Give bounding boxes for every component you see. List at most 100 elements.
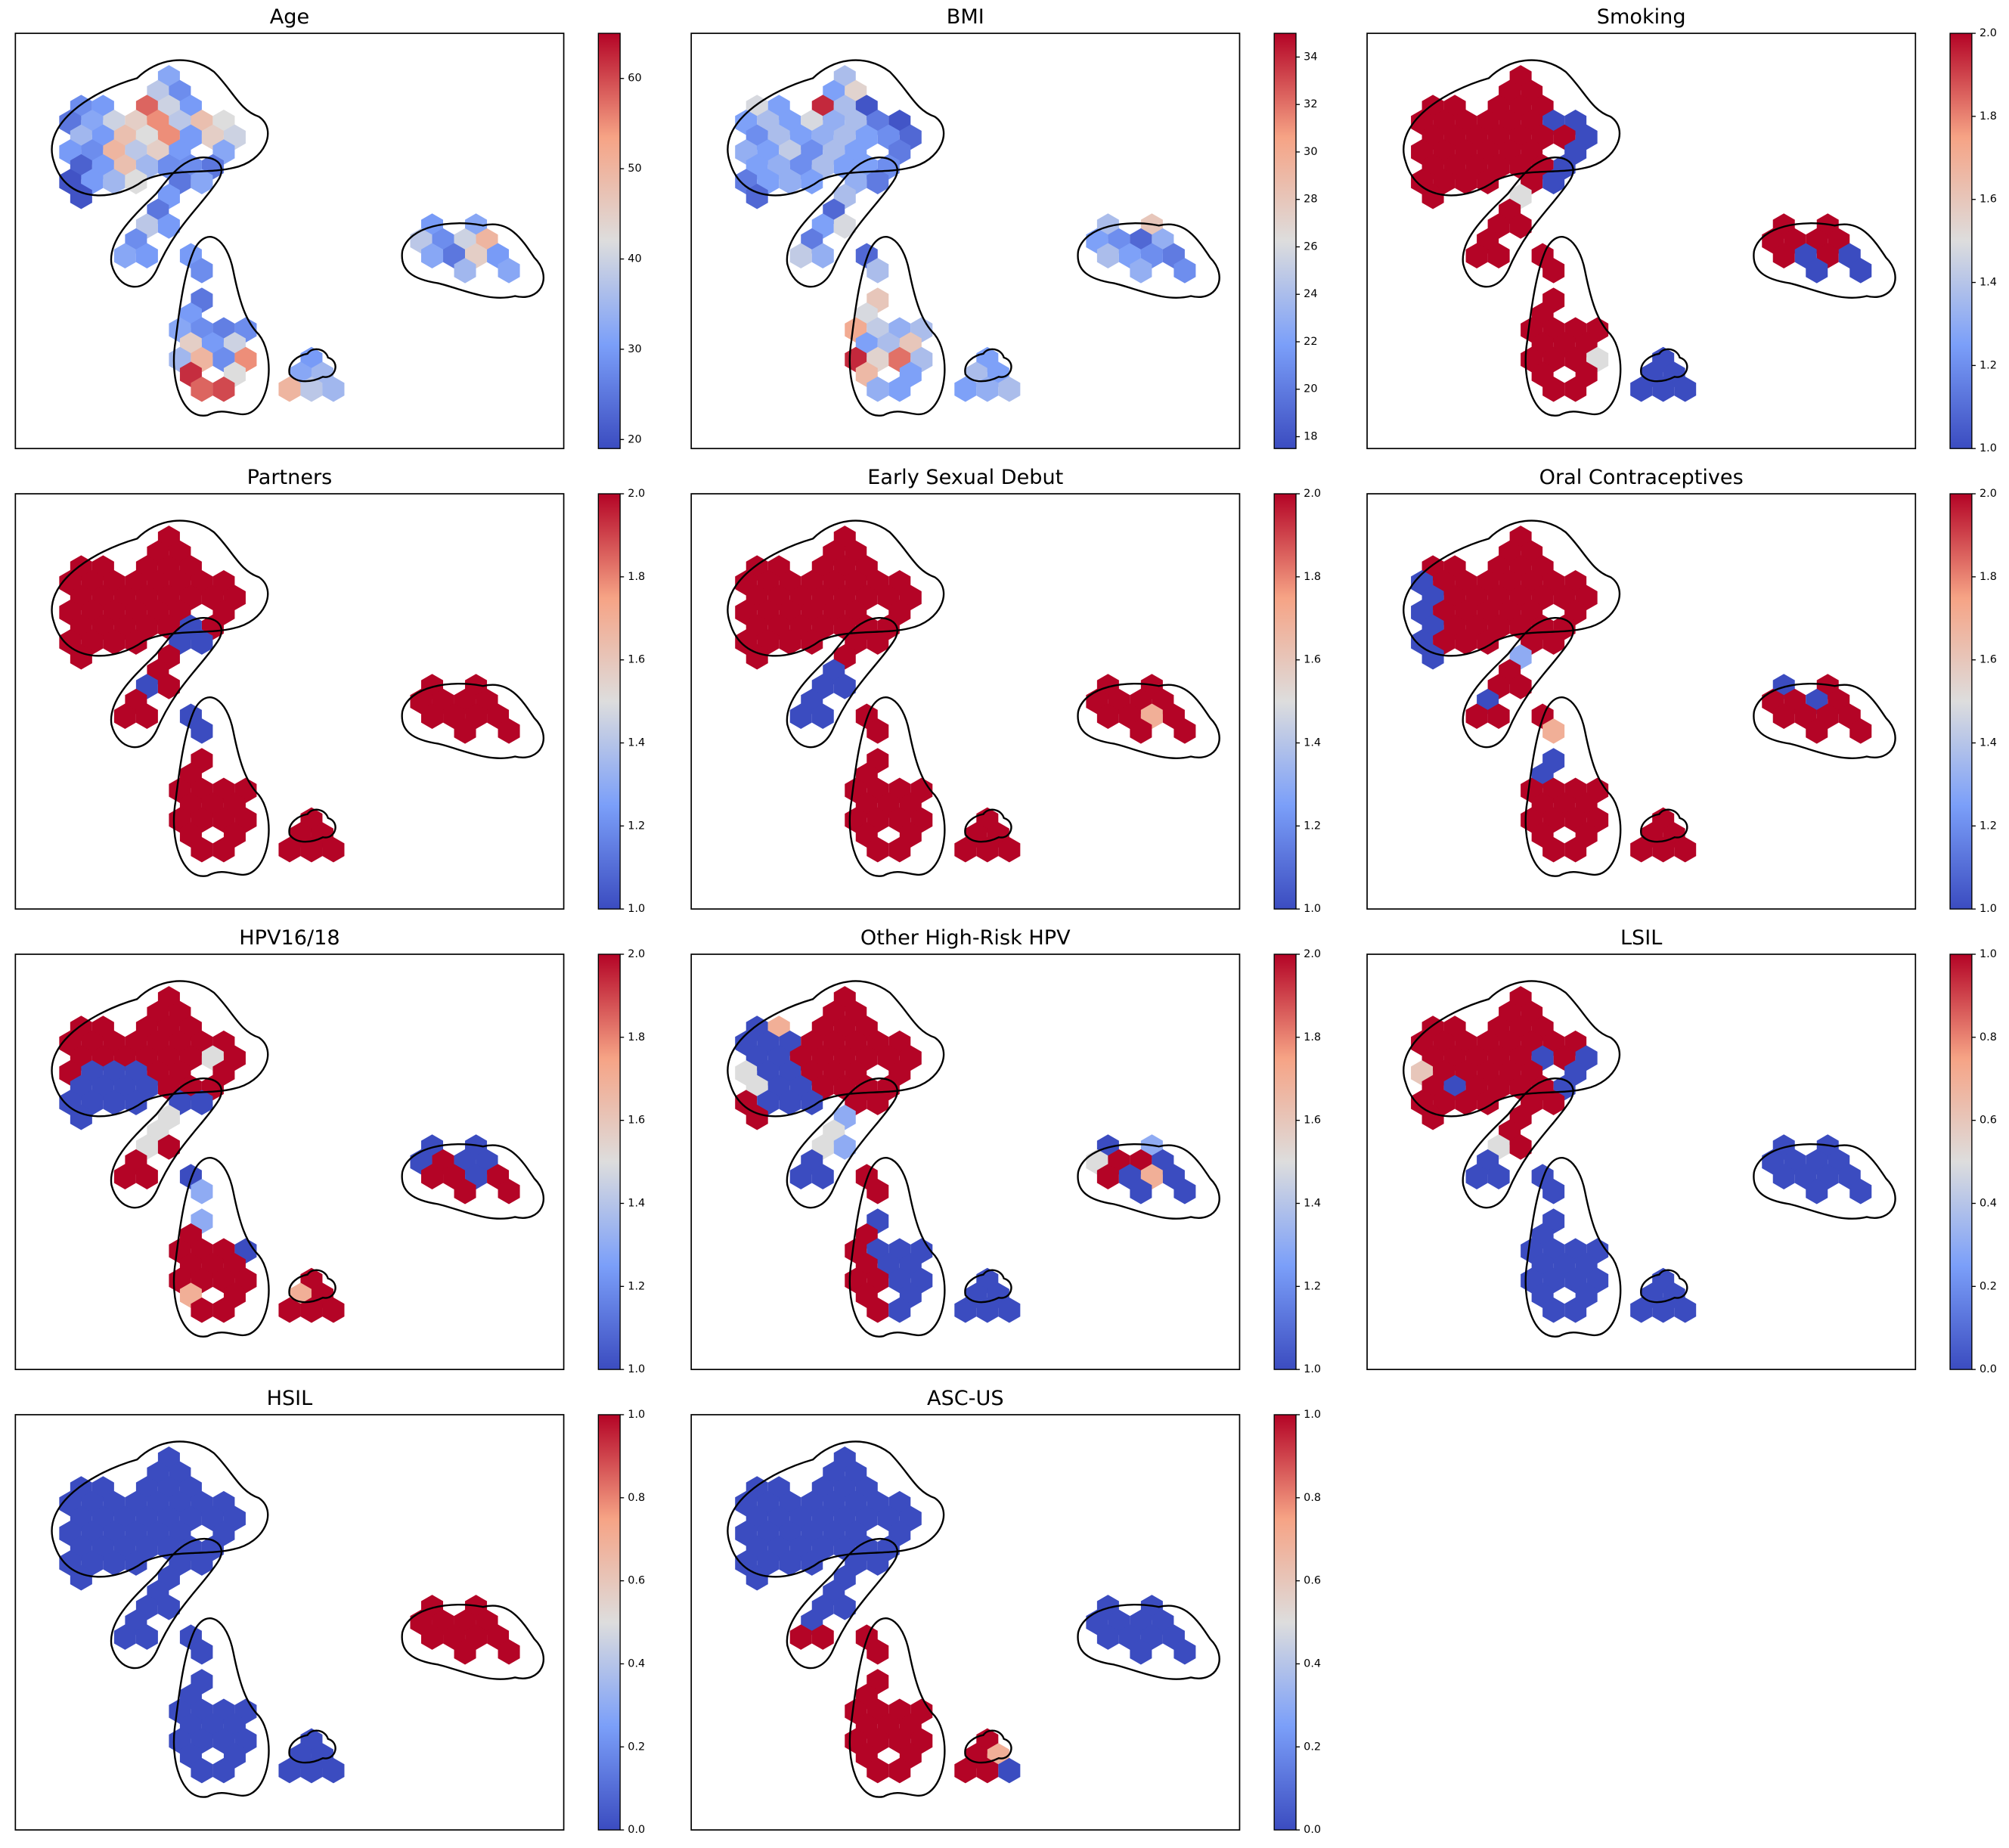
hex-cell — [954, 1757, 977, 1784]
colorbar-tick-label: 0.2 — [1304, 1741, 1321, 1753]
hex-cell — [113, 703, 136, 729]
colorbar-tick-label: 0.8 — [1304, 1492, 1321, 1504]
density-contour — [172, 696, 270, 877]
density-contour — [288, 808, 336, 843]
hex-cell — [1465, 243, 1488, 269]
hex-cell — [1542, 1090, 1565, 1115]
hex-cell — [867, 629, 889, 655]
colorbar — [1949, 33, 1973, 449]
hex-cell — [454, 718, 476, 744]
hex-cell — [300, 377, 323, 402]
colorbar-tick-label: 1.8 — [628, 571, 645, 583]
hex-cell — [1849, 718, 1872, 744]
density-contour — [727, 1440, 945, 1578]
colorbar-tick-label: 18 — [1304, 431, 1317, 443]
hex-cell — [1806, 1179, 1828, 1205]
hex-cell — [191, 629, 213, 655]
colorbar-tick-label: 1.0 — [1980, 442, 1997, 454]
hex-cell — [1630, 377, 1653, 402]
hex-cell — [1772, 703, 1795, 729]
colorbar — [1273, 33, 1297, 449]
density-contour — [1462, 617, 1574, 749]
hex-cell — [1542, 1179, 1565, 1205]
hex-cell — [1542, 169, 1565, 194]
hex-cell — [1130, 718, 1152, 744]
density-contour — [786, 157, 898, 288]
panel-title: LSIL — [1620, 926, 1662, 950]
hex-cell — [998, 836, 1021, 863]
density-contour — [727, 519, 945, 657]
hex-cell — [1652, 377, 1675, 402]
hex-cell — [103, 169, 126, 194]
colorbar-tick-label: 0.8 — [628, 1492, 645, 1504]
colorbar-tick-label: 2.0 — [628, 948, 645, 960]
colorbar-tick-label: 0.4 — [1980, 1197, 1997, 1209]
hex-cell — [498, 258, 520, 284]
density-contour — [1753, 683, 1896, 759]
colorbar — [1949, 953, 1973, 1370]
colorbar-tick-label: 1.0 — [1304, 1409, 1321, 1421]
colorbar-tick-label: 26 — [1304, 240, 1317, 253]
hex-cell — [300, 1757, 323, 1784]
colorbar-tick-label: 1.4 — [1980, 737, 1997, 749]
hex-cell — [1542, 1297, 1565, 1323]
hex-cell — [833, 1595, 856, 1620]
colorbar-tick-label: 0.4 — [628, 1657, 645, 1670]
density-contour — [401, 683, 544, 759]
density-contour — [1403, 59, 1620, 197]
colorbar — [597, 953, 621, 1370]
colorbar-tick-label: 32 — [1304, 98, 1317, 110]
hex-cell — [833, 674, 856, 699]
density-contour — [1077, 222, 1220, 299]
hex-cell — [998, 1297, 1021, 1323]
density-contour — [51, 59, 269, 197]
hex-cell — [833, 1134, 856, 1160]
hex-cell — [191, 718, 213, 744]
colorbar-tick-label: 1.4 — [1304, 737, 1321, 749]
hex-cell — [421, 703, 444, 729]
colorbar — [597, 1414, 621, 1831]
hex-cell — [191, 1550, 213, 1576]
hex-cell — [1096, 1624, 1119, 1650]
hex-cell — [1652, 836, 1675, 863]
hex-cell — [1674, 836, 1697, 863]
colorbar-tick-label: 20 — [1304, 383, 1317, 395]
panel-title: ASC-US — [927, 1387, 1004, 1410]
density-contour — [51, 519, 269, 657]
panel-title: Early Sexual Debut — [867, 466, 1063, 489]
density-contour — [1077, 1603, 1220, 1680]
hex-cell — [811, 243, 834, 269]
hex-cell — [1806, 258, 1828, 284]
colorbar-tick-label: 40 — [628, 253, 641, 265]
hex-cell — [135, 703, 158, 729]
panel-title: Partners — [247, 466, 333, 489]
density-contour — [727, 980, 945, 1118]
colorbar — [597, 33, 621, 449]
hex-cell — [954, 1297, 977, 1323]
hex-cell — [300, 1297, 323, 1323]
hex-cell — [1849, 258, 1872, 284]
panel-title: HPV16/18 — [239, 926, 339, 950]
density-contour — [1524, 696, 1622, 877]
colorbar-tick-label: 0.6 — [1980, 1115, 1997, 1127]
colorbar-tick-label: 1.4 — [1304, 1197, 1321, 1209]
colorbar-tick-label: 20 — [628, 433, 641, 445]
hex-cell — [191, 1757, 213, 1784]
hex-cell — [1849, 1179, 1872, 1205]
colorbar-tick-label: 2.0 — [1980, 488, 1997, 500]
colorbar-tick-label: 0.0 — [1304, 1824, 1321, 1836]
hex-cell — [278, 1757, 301, 1784]
hex-cell — [867, 1550, 889, 1576]
hex-cell — [1096, 703, 1119, 729]
hex-cell — [103, 629, 126, 655]
hex-cell — [867, 836, 889, 863]
colorbar-tick-label: 1.6 — [1980, 654, 1997, 666]
colorbar-tick-label: 1.8 — [1304, 571, 1321, 583]
colorbar-tick-label: 1.0 — [1980, 903, 1997, 915]
colorbar-tick-label: 2.0 — [1980, 27, 1997, 39]
hex-cell — [789, 243, 812, 269]
density-contour — [1640, 1269, 1688, 1304]
colorbar-tick-label: 1.2 — [1304, 820, 1321, 832]
